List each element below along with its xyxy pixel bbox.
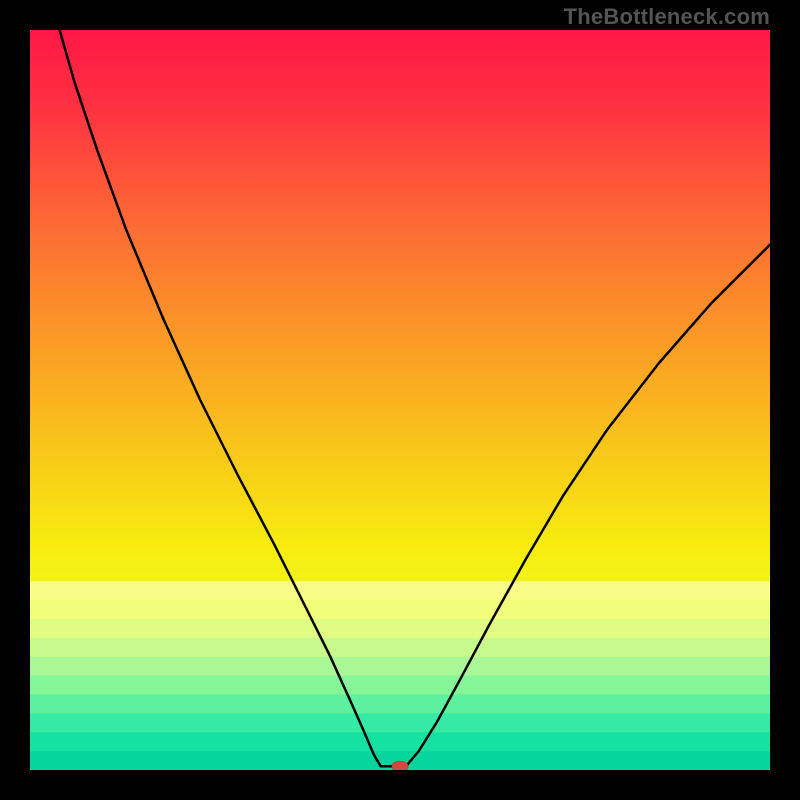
band-stripe: [30, 695, 770, 714]
band-stripe: [30, 657, 770, 676]
band-stripe: [30, 619, 770, 638]
chart-svg: [30, 30, 770, 770]
optimal-point-marker: [392, 761, 408, 770]
band-stripe: [30, 713, 770, 732]
watermark-label: TheBottleneck.com: [564, 4, 770, 30]
band-stripe: [30, 676, 770, 695]
band-stripe: [30, 638, 770, 657]
plot-area: [30, 30, 770, 770]
band-stripe: [30, 732, 770, 751]
band-stripe: [30, 600, 770, 619]
highlight-band: [30, 581, 770, 770]
band-stripe: [30, 581, 770, 600]
chart-frame: TheBottleneck.com: [0, 0, 800, 800]
